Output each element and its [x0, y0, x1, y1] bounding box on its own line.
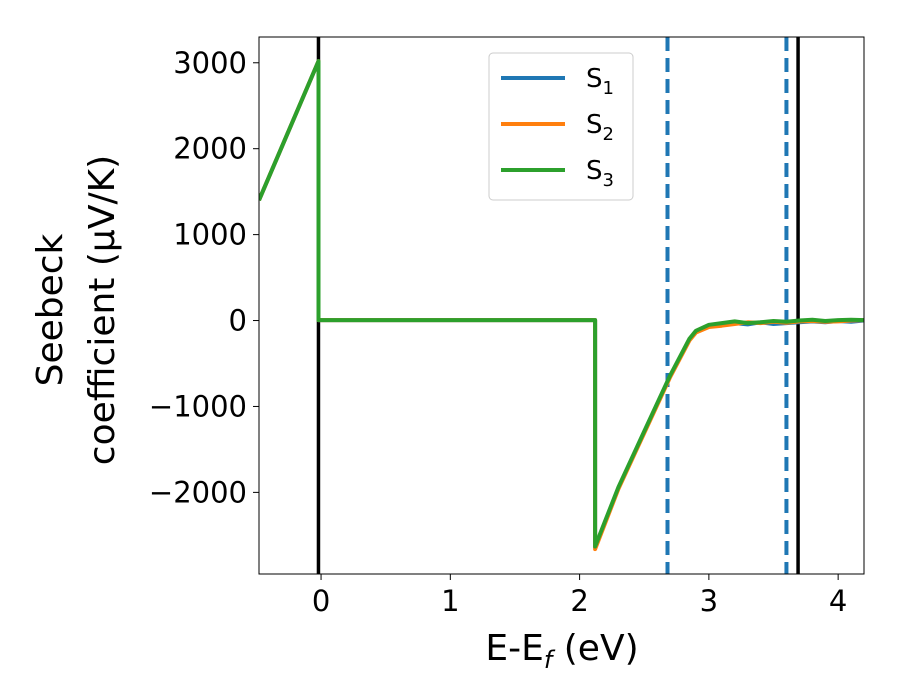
y-axis-label: Seebeck coefficient (μV/K): [30, 155, 123, 465]
legend: S1 S2 S3: [488, 52, 634, 201]
x-axis-ticks: 0 1 2 3 4: [312, 574, 847, 618]
x-axis-label: E-Ef (eV): [485, 628, 638, 674]
legend-label-s1: S1: [586, 64, 614, 99]
y-tick-label: 3000: [173, 46, 247, 80]
y-axis-label-line2: coefficient (μV/K): [82, 155, 123, 465]
x-tick-label: 3: [700, 584, 718, 618]
x-tick-label: 4: [829, 584, 847, 618]
legend-label-s3: S3: [586, 156, 614, 191]
legend-label-s2: S2: [586, 110, 614, 145]
series-lines: [259, 59, 864, 552]
x-axis-label-main: E-E: [485, 628, 543, 669]
x-tick-label: 0: [312, 584, 330, 618]
y-tick-label: 1000: [173, 218, 247, 252]
y-tick-label: −1000: [149, 389, 247, 423]
x-tick-label: 1: [441, 584, 459, 618]
y-axis-ticks: 3000 2000 1000 0 −1000 −2000: [149, 46, 259, 509]
x-axis-label-unit: (eV): [552, 628, 638, 669]
y-tick-label: 2000: [173, 132, 247, 166]
x-tick-label: 2: [570, 584, 588, 618]
y-axis-label-line1: Seebeck: [30, 233, 71, 386]
plot-frame: [258, 36, 865, 575]
y-tick-label: 0: [229, 304, 247, 338]
series-line-s3: [259, 59, 864, 549]
y-tick-label: −2000: [149, 475, 247, 509]
legend-box: [488, 52, 634, 201]
